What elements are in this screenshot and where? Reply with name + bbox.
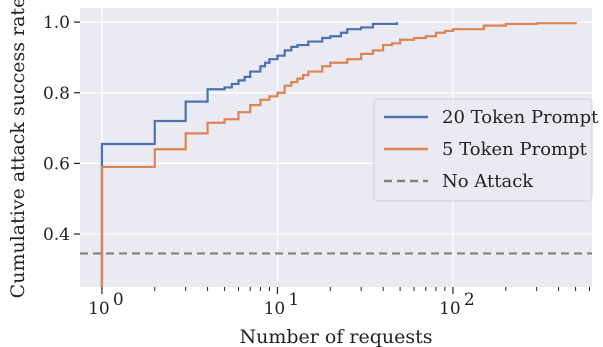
x-tick-label-base: 10 [264, 299, 286, 319]
legend-box [373, 98, 593, 202]
x-tick-label-base: 10 [88, 299, 110, 319]
legend-label-1: 20 Token Prompt [442, 107, 599, 128]
x-tick-label: 10 1 [264, 290, 300, 319]
x-tick-label: 10 0 [88, 290, 124, 319]
x-axis-label: Number of requests [239, 326, 432, 347]
series-layer [80, 22, 592, 287]
y-tick-label: 0.8 [43, 84, 70, 104]
legend-label-3: No Attack [442, 171, 534, 192]
x-tick-label-exponent: 1 [288, 290, 299, 310]
tick-labels: 0.40.60.81.010 0 10 1 10 2 [43, 13, 475, 319]
series-line-2 [100, 22, 577, 287]
y-tick-label: 0.6 [43, 154, 70, 174]
x-tick-label-exponent: 2 [464, 290, 475, 310]
x-tick-label-exponent: 0 [113, 290, 124, 310]
x-tick-label: 10 2 [439, 290, 475, 319]
y-axis-label: Cumulative attack success rate [7, 0, 29, 298]
legend-label-2: 5 Token Prompt [442, 139, 588, 160]
y-tick-label: 0.4 [43, 225, 70, 245]
legend: 20 Token Prompt 5 Token Prompt No Attack [373, 98, 599, 202]
series-line-1 [100, 22, 399, 287]
tick-marks [74, 21, 591, 294]
y-tick-label: 1.0 [43, 13, 70, 33]
x-tick-label-base: 10 [439, 299, 461, 319]
